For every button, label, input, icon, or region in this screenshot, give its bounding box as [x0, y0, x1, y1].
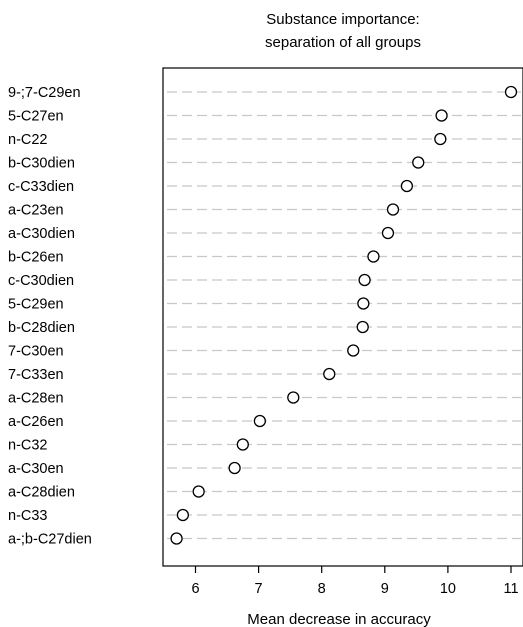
category-label: 5-C29en — [8, 297, 64, 313]
data-point — [381, 226, 395, 240]
data-point — [347, 344, 360, 357]
data-point — [356, 320, 369, 334]
data-point — [192, 485, 205, 498]
category-label: b-C30dien — [8, 156, 75, 172]
category-label: a-C30dien — [8, 226, 75, 242]
data-point — [170, 532, 183, 545]
guide-lines — [167, 91, 521, 540]
chart-title-line-2: separation of all groups — [265, 34, 421, 51]
data-point — [236, 438, 249, 451]
category-label: c-C33dien — [8, 179, 74, 195]
category-label: n-C32 — [8, 438, 48, 454]
x-tick-label: 8 — [318, 581, 326, 597]
data-point — [435, 109, 448, 122]
data-point — [504, 85, 518, 99]
data-point — [253, 414, 267, 428]
x-axis: 6 7 8 9 10 11 — [191, 566, 519, 597]
data-point — [287, 391, 300, 404]
chart-title-line-1: Substance importance: — [266, 11, 419, 28]
category-label: b-C26en — [8, 250, 64, 266]
data-point — [400, 179, 414, 193]
data-point — [176, 508, 190, 522]
data-point — [357, 297, 370, 310]
category-label: b-C28dien — [8, 320, 75, 336]
x-tick-label: 11 — [503, 581, 518, 597]
category-label: a-C28en — [8, 391, 64, 407]
category-label: a-C30en — [8, 461, 64, 477]
category-label: 5-C27en — [8, 109, 64, 125]
x-tick-label: 7 — [255, 581, 263, 597]
data-points — [170, 85, 518, 545]
category-label: a-C26en — [8, 414, 64, 430]
category-label: n-C22 — [8, 132, 48, 148]
category-label: c-C30dien — [8, 273, 74, 289]
data-point — [323, 367, 336, 381]
x-axis-label: Mean decrease in accuracy — [247, 611, 431, 627]
data-point — [386, 203, 400, 216]
category-label: a-C28dien — [8, 485, 75, 501]
plot-frame — [162, 67, 523, 567]
category-label: a-C23en — [8, 203, 64, 219]
category-label: 7-C33en — [8, 367, 64, 383]
data-point — [358, 273, 371, 287]
x-tick-label: 10 — [440, 581, 456, 597]
data-point — [434, 132, 447, 146]
data-point — [412, 156, 425, 169]
data-point — [367, 250, 380, 263]
category-label: 9-;7-C29en — [8, 85, 81, 101]
category-label: n-C33 — [8, 508, 48, 524]
x-tick-label: 9 — [381, 581, 389, 597]
category-labels: 9-;7-C29en 5-C27en n-C22 b-C30dien c-C33dien… — [8, 85, 92, 548]
category-label: 7-C30en — [8, 344, 64, 360]
x-tick-label: 6 — [191, 581, 199, 597]
category-label: a-;b-C27dien — [8, 532, 92, 548]
data-point — [228, 461, 241, 475]
